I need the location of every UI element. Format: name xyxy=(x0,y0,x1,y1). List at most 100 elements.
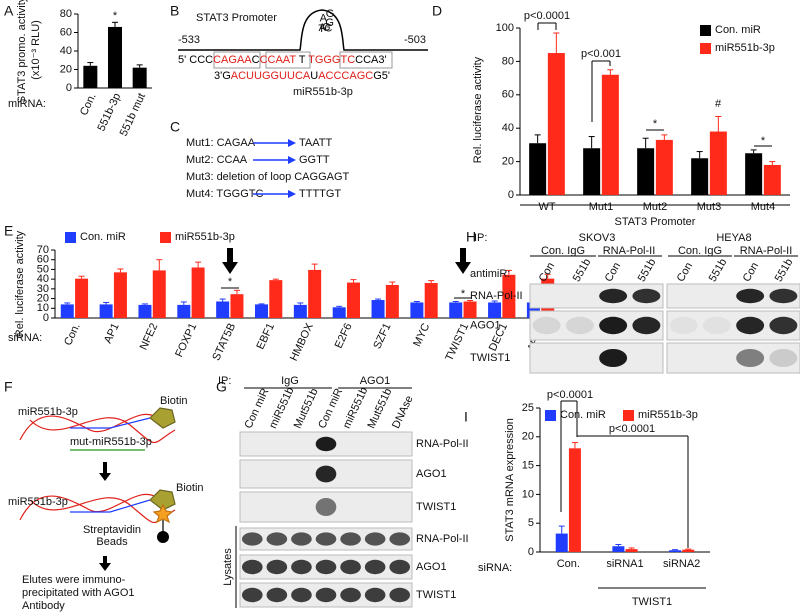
bar xyxy=(637,148,655,195)
y-tick-label: 10 xyxy=(37,302,49,314)
error-bar xyxy=(87,62,94,66)
sequence-part: CCAAT xyxy=(260,54,297,66)
bar xyxy=(216,301,230,318)
band xyxy=(266,532,288,546)
error-bar xyxy=(389,281,396,285)
bar xyxy=(108,26,122,88)
legend-swatch xyxy=(160,232,171,243)
blot-label: AGO1 xyxy=(416,468,447,480)
elutes-text: Elutes were immuno- xyxy=(22,574,126,586)
x-tick-label: STAT5B xyxy=(210,321,238,362)
error-bar xyxy=(571,442,578,449)
x-tick-label: Mut2 xyxy=(643,201,667,213)
legend-label: miR551b-3p xyxy=(715,42,775,54)
y-axis-label: STAT3 mRNA expression xyxy=(504,418,516,542)
band xyxy=(565,316,594,335)
loop-base: A xyxy=(320,12,328,24)
y-tick-label: 0 xyxy=(43,312,49,324)
bar xyxy=(568,448,581,552)
band xyxy=(632,288,661,304)
band xyxy=(340,587,361,603)
y-tick-label: 0 xyxy=(66,82,72,94)
y-tick-label: 80 xyxy=(502,55,514,67)
y-tick-label: 10 xyxy=(522,488,534,500)
error-bar xyxy=(769,161,776,165)
error-bar xyxy=(103,301,110,305)
band xyxy=(266,559,288,575)
sequence-part: CAGAA xyxy=(213,54,252,66)
bar xyxy=(601,74,619,195)
bar xyxy=(385,284,399,318)
annotation: * xyxy=(113,10,118,22)
y-tick-label: 70 xyxy=(37,244,49,256)
blot-label: RNA-Pol-II xyxy=(470,290,523,302)
error-bar xyxy=(64,302,71,305)
error-bar xyxy=(233,289,240,295)
band xyxy=(340,559,361,575)
y-tick-label: 80 xyxy=(60,8,72,20)
x-tick-label: Con. xyxy=(557,558,580,570)
sequence: 5' CCCCAGAACCCAAT T TGGGTCCCA3' xyxy=(178,54,387,66)
biotin xyxy=(149,407,176,429)
legend-swatch xyxy=(65,232,76,243)
x-axis-label: STAT3 Promoter xyxy=(615,216,696,228)
bar xyxy=(682,549,695,552)
loop-base: G xyxy=(326,8,335,20)
error-bar xyxy=(219,298,226,302)
mutation: Mut3: deletion of loop CAGGAGT xyxy=(186,171,350,183)
annotation: * xyxy=(761,135,766,147)
position: -503 xyxy=(404,34,426,46)
x-prefix: miRNA: xyxy=(8,98,46,110)
annotation: p<0.0001 xyxy=(609,423,655,435)
lane-label: 551b xyxy=(773,257,796,284)
y-tick-label: 25 xyxy=(522,402,534,414)
y-tick-label: 50 xyxy=(37,263,49,275)
panel-b-drawing xyxy=(178,9,428,69)
error-bar xyxy=(350,279,357,283)
error-bar xyxy=(544,273,551,279)
bar xyxy=(709,131,727,195)
annotation: p<0.001 xyxy=(581,48,621,60)
x-prefix: siRNA: xyxy=(478,562,512,574)
y-tick-label: 0 xyxy=(528,546,534,558)
blot xyxy=(666,342,800,374)
x-tick-label: Con. xyxy=(78,91,99,117)
x-tick-label: Mut1 xyxy=(589,201,613,213)
bar xyxy=(555,533,568,552)
sequence-part: G5' xyxy=(373,70,390,82)
bar xyxy=(255,304,269,318)
arrow-head xyxy=(222,262,238,274)
error-bar xyxy=(534,134,541,144)
x-tick-label: SZF1 xyxy=(371,321,393,350)
mutation-target: TAATT xyxy=(299,137,332,149)
error-bar xyxy=(615,544,622,547)
y-axis-label: (x10⁻³ RLU) xyxy=(30,20,42,80)
blot-label: RNA-Pol-II xyxy=(416,533,469,545)
panel-label: E xyxy=(4,223,13,239)
band xyxy=(736,349,765,367)
lysates-label: Lysates xyxy=(222,548,234,586)
bar xyxy=(83,65,98,88)
legend-swatch xyxy=(700,25,711,36)
panel-label: D xyxy=(432,3,442,19)
group-label: AGO1 xyxy=(360,375,391,387)
legend-label: Con. miR xyxy=(80,231,126,243)
bar xyxy=(583,148,601,195)
arrow-head xyxy=(455,262,471,274)
annotation: # xyxy=(715,98,722,110)
elutes-text: Antibody xyxy=(22,600,65,612)
bar xyxy=(99,304,113,318)
error-bar xyxy=(180,301,187,305)
y-tick-label: 20 xyxy=(37,292,49,304)
blot-label: AGO1 xyxy=(470,319,501,331)
sequence-part: ACCCAGC xyxy=(318,70,373,82)
bar xyxy=(410,302,424,318)
bar xyxy=(60,304,74,318)
mutation: Mut4: TGGGTC xyxy=(186,188,263,200)
streptavidin xyxy=(152,503,174,524)
error-bar xyxy=(452,300,459,303)
error-bar xyxy=(607,69,614,75)
bar xyxy=(463,301,477,318)
bar xyxy=(625,549,638,552)
